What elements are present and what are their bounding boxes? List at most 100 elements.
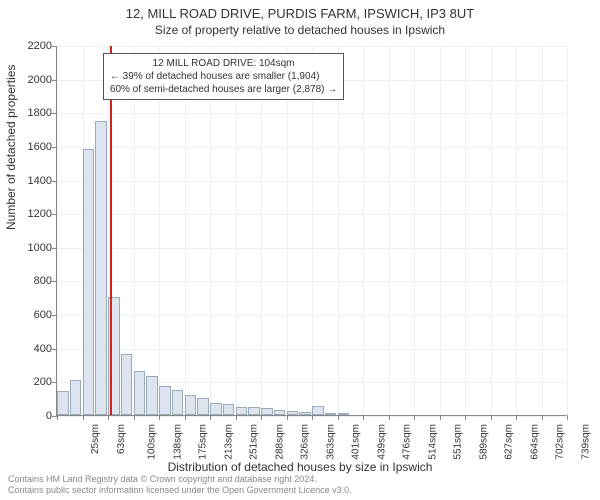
- bar: [223, 404, 235, 415]
- bar: [197, 398, 209, 415]
- xtick-mark: [312, 415, 313, 420]
- bar: [236, 407, 248, 415]
- ytick-mark: [52, 349, 57, 350]
- page-title: 12, MILL ROAD DRIVE, PURDIS FARM, IPSWIC…: [0, 0, 600, 21]
- xtick-mark: [465, 415, 466, 420]
- xtick-mark: [261, 415, 262, 420]
- x-axis-label: Distribution of detached houses by size …: [0, 460, 600, 474]
- bar: [57, 391, 69, 415]
- xtick-mark: [389, 415, 390, 420]
- annotation-line: ← 39% of detached houses are smaller (1,…: [110, 70, 337, 83]
- bar: [95, 121, 107, 415]
- xtick-label: 514sqm: [427, 424, 438, 460]
- xtick-label: 63sqm: [116, 424, 127, 454]
- ytick-mark: [52, 281, 57, 282]
- ytick-label: 1000: [8, 242, 52, 254]
- xtick-label: 627sqm: [504, 424, 515, 460]
- xtick-mark: [83, 415, 84, 420]
- xtick-mark: [108, 415, 109, 420]
- credits-line2: Contains public sector information licen…: [8, 485, 352, 496]
- ytick-label: 0: [8, 410, 52, 422]
- page-subtitle: Size of property relative to detached ho…: [0, 21, 600, 41]
- xtick-label: 363sqm: [325, 424, 336, 460]
- xtick-mark: [57, 415, 58, 420]
- bar: [325, 413, 337, 415]
- ytick-label: 1200: [8, 208, 52, 220]
- bar: [146, 376, 158, 415]
- ytick-label: 1600: [8, 141, 52, 153]
- plot-area: 12 MILL ROAD DRIVE: 104sqm← 39% of detac…: [56, 46, 566, 416]
- xtick-label: 589sqm: [478, 424, 489, 460]
- credits-line1: Contains HM Land Registry data © Crown c…: [8, 474, 352, 485]
- bar: [83, 149, 95, 415]
- ytick-mark: [52, 382, 57, 383]
- xtick-mark: [236, 415, 237, 420]
- grid-v: [567, 46, 568, 415]
- xtick-label: 739sqm: [580, 424, 591, 460]
- xtick-mark: [414, 415, 415, 420]
- xtick-label: 439sqm: [376, 424, 387, 460]
- xtick-label: 476sqm: [402, 424, 413, 460]
- xtick-mark: [567, 415, 568, 420]
- xtick-label: 326sqm: [300, 424, 311, 460]
- xtick-label: 251sqm: [249, 424, 260, 460]
- ytick-label: 600: [8, 309, 52, 321]
- bar: [248, 407, 260, 415]
- xtick-mark: [542, 415, 543, 420]
- ytick-label: 1400: [8, 175, 52, 187]
- xtick-label: 288sqm: [274, 424, 285, 460]
- xtick-mark: [185, 415, 186, 420]
- ytick-mark: [52, 113, 57, 114]
- xtick-label: 702sqm: [555, 424, 566, 460]
- bar: [134, 371, 146, 415]
- bar: [312, 406, 324, 415]
- xtick-mark: [440, 415, 441, 420]
- bar: [299, 412, 311, 415]
- ytick-label: 2000: [8, 74, 52, 86]
- xtick-mark: [134, 415, 135, 420]
- xtick-label: 100sqm: [147, 424, 158, 460]
- ytick-label: 1800: [8, 107, 52, 119]
- xtick-label: 175sqm: [198, 424, 209, 460]
- bar: [159, 386, 171, 415]
- ytick-mark: [52, 147, 57, 148]
- xtick-mark: [363, 415, 364, 420]
- ytick-label: 200: [8, 376, 52, 388]
- xtick-mark: [287, 415, 288, 420]
- ytick-label: 2200: [8, 40, 52, 52]
- xtick-label: 213sqm: [223, 424, 234, 460]
- xtick-label: 664sqm: [529, 424, 540, 460]
- ytick-mark: [52, 80, 57, 81]
- bar: [287, 411, 299, 415]
- ytick-mark: [52, 315, 57, 316]
- xtick-label: 551sqm: [453, 424, 464, 460]
- xtick-label: 25sqm: [90, 424, 101, 454]
- ytick-label: 800: [8, 275, 52, 287]
- bar: [172, 390, 184, 415]
- marker-line: [110, 46, 112, 415]
- xtick-label: 138sqm: [172, 424, 183, 460]
- ytick-mark: [52, 181, 57, 182]
- ytick-label: 400: [8, 343, 52, 355]
- annotation-line: 60% of semi-detached houses are larger (…: [110, 83, 337, 96]
- annotation-line: 12 MILL ROAD DRIVE: 104sqm: [110, 57, 337, 70]
- bars-layer: [57, 46, 566, 415]
- xtick-mark: [210, 415, 211, 420]
- bar: [121, 354, 133, 415]
- bar: [338, 413, 350, 415]
- ytick-mark: [52, 214, 57, 215]
- xtick-mark: [338, 415, 339, 420]
- annotation-box: 12 MILL ROAD DRIVE: 104sqm← 39% of detac…: [103, 53, 344, 100]
- bar: [70, 380, 82, 415]
- bar: [185, 395, 197, 415]
- xtick-mark: [159, 415, 160, 420]
- xtick-mark: [516, 415, 517, 420]
- xtick-mark: [491, 415, 492, 420]
- bar: [210, 403, 222, 415]
- bar: [274, 410, 286, 415]
- bar: [261, 408, 273, 415]
- ytick-mark: [52, 46, 57, 47]
- ytick-mark: [52, 248, 57, 249]
- credits: Contains HM Land Registry data © Crown c…: [8, 474, 352, 496]
- xtick-label: 401sqm: [351, 424, 362, 460]
